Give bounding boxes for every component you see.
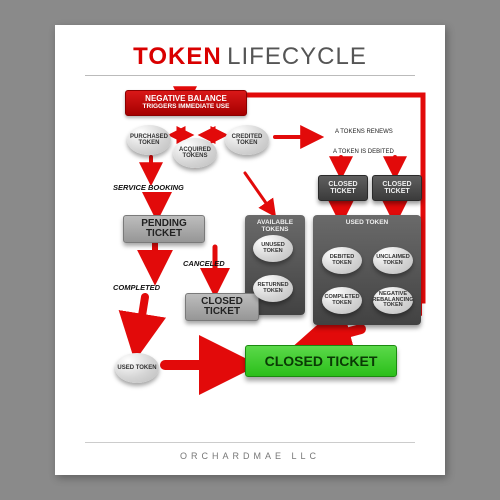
debited-token-chip: DEBITED TOKEN [322, 247, 362, 274]
returned-token-chip: RETURNED TOKEN [253, 275, 293, 302]
unclaimed-token-chip: UNCLAIMED TOKEN [373, 247, 413, 274]
closed-ticket-dark-b: CLOSED TICKET [372, 175, 422, 201]
service-booking-label: SERVICE BOOKING [113, 183, 184, 192]
closed-ticket-dark-a: CLOSED TICKET [318, 175, 368, 201]
negative-balance-banner: NEGATIVE BALANCE TRIGGERS IMMEDIATE USE [125, 90, 247, 116]
unused-token-chip: UNUSED TOKEN [253, 235, 293, 262]
footer-rule [85, 442, 415, 443]
closed-ticket-plate-1: CLOSED TICKET [185, 293, 259, 321]
closed-ticket-final: CLOSED TICKET [245, 345, 397, 377]
token-debited-label: A TOKEN IS DEBITED [333, 149, 394, 155]
acquired-tokens-chip: ACQUIRED TOKENS [173, 138, 217, 168]
completed-token-chip: COMPLETED TOKEN [322, 287, 362, 314]
purchased-token-chip: PURCHASED TOKEN [127, 125, 171, 155]
credited-token-chip: CREDITED TOKEN [225, 125, 269, 155]
pending-ticket-plate: PENDING TICKET [123, 215, 205, 243]
used-token-chip: USED TOKEN [115, 353, 159, 383]
completed-label: COMPLETED [113, 283, 160, 292]
banner-line2: TRIGGERS IMMEDIATE USE [143, 104, 230, 111]
negative-rebal-chip: NEGATIVE REBALANCING TOKEN [373, 287, 413, 314]
infographic-page: TOKEN LIFECYCLE NEGATIVE BALANCE TRIGGER… [55, 25, 445, 475]
tokens-renews-label: A TOKENS RENEWS [335, 129, 393, 135]
canceled-label: CANCELED [183, 259, 225, 268]
footer-text: ORCHARDMAE LLC [55, 451, 445, 461]
available-tokens-label: AVAILABLE TOKENS [245, 219, 305, 233]
used-token-panel-label: USED TOKEN [313, 219, 421, 226]
